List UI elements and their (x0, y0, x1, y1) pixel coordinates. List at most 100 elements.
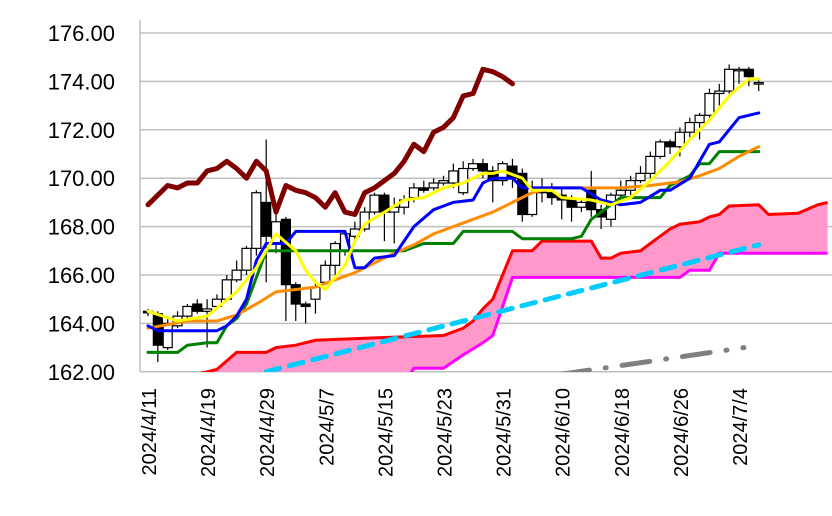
candle-body-up (635, 172, 646, 182)
x-tick-label: 2024/6/18 (612, 388, 634, 477)
y-tick-label: 166.00 (48, 263, 115, 288)
candle (428, 178, 439, 191)
candle (261, 139, 272, 283)
candle-body-up (162, 322, 173, 349)
candle (438, 175, 449, 186)
ma-short-line (146, 77, 761, 323)
candle (379, 192, 390, 242)
candle (330, 241, 341, 275)
trendlines (263, 242, 762, 372)
candle-body-down (261, 201, 272, 237)
y-tick-label: 164.00 (48, 311, 115, 336)
candle (369, 192, 380, 215)
candle-body-up (448, 170, 459, 184)
candle (231, 260, 242, 283)
y-tick-label: 172.00 (48, 118, 115, 143)
candle-body-up (251, 192, 262, 249)
y-tick-label: 176.00 (48, 21, 115, 46)
candle-body-up (428, 182, 439, 189)
candle-body-down (664, 141, 676, 148)
candle (605, 192, 617, 227)
candle (743, 66, 754, 87)
candle (399, 195, 410, 215)
candle (724, 64, 735, 94)
candle (467, 158, 479, 171)
candle (300, 301, 311, 324)
candle-body-up (330, 242, 341, 266)
candle (714, 83, 725, 106)
candle-body-up (202, 308, 213, 312)
candle (704, 88, 715, 118)
candle-body-up (231, 269, 242, 281)
candle-body-down (743, 68, 754, 78)
candle (192, 299, 203, 314)
x-tick-label: 2024/4/19 (198, 388, 220, 477)
candle-body-down (487, 170, 498, 182)
candle-body-up (241, 247, 252, 271)
candle-body-up (655, 141, 666, 158)
x-tick-label: 2024/4/11 (139, 388, 161, 476)
tenkan-line (146, 111, 761, 333)
candle-body-up (615, 189, 626, 196)
candle-body-up (714, 90, 725, 95)
x-tick-label: 2024/4/29 (257, 388, 279, 477)
candle (645, 151, 656, 179)
support-trend-line (263, 242, 762, 372)
candle-body-up (694, 114, 705, 124)
indicator-lines (145, 66, 761, 354)
x-tick-label: 2024/5/23 (435, 388, 457, 477)
candle-body-down (300, 303, 311, 308)
ichimoku-cloud (199, 200, 828, 372)
candle (241, 245, 252, 275)
candle (576, 199, 587, 213)
senkou-span-a-line (199, 200, 828, 372)
candle (733, 66, 745, 84)
candle-body-up (438, 180, 449, 184)
candle (182, 304, 193, 319)
candle-body-up (733, 68, 745, 72)
candle (684, 117, 695, 138)
candle (280, 216, 291, 321)
candle-body-down (566, 199, 577, 208)
candle-body-down (290, 284, 301, 305)
candle-body-down (192, 303, 203, 312)
candle (753, 80, 764, 92)
ma-long-line (146, 145, 761, 330)
candle-body-up (753, 82, 764, 85)
y-tick-label: 162.00 (48, 360, 115, 385)
lower-trend-line (560, 345, 747, 372)
x-tick-label: 2024/7/4 (730, 388, 752, 466)
candle (448, 163, 459, 188)
candle (694, 112, 705, 140)
candle (418, 180, 429, 193)
candle (556, 187, 567, 220)
y-axis: 176.00 174.00 172.00 170.00 168.00 166.00 164.… (48, 21, 115, 385)
candle (152, 311, 163, 363)
candle-body-up (674, 131, 686, 148)
y-tick-label: 170.00 (48, 166, 115, 191)
candle (202, 299, 213, 348)
candle-body-up (684, 121, 695, 133)
candle-body-up (182, 305, 193, 317)
x-axis: 2024/4/11 2024/4/19 2024/4/29 2024/5/7 2024/… (139, 388, 752, 477)
x-tick-label: 2024/6/26 (671, 388, 693, 477)
x-tick-label: 2024/5/7 (316, 388, 338, 466)
candle-body-up (408, 187, 420, 199)
candle (635, 166, 646, 184)
candle-body-up (645, 155, 656, 174)
candle-body-up (576, 201, 587, 208)
candle (251, 190, 262, 256)
candle (458, 161, 469, 196)
cloud-fill (206, 202, 828, 372)
senkou-span-b-line (409, 251, 828, 372)
x-tick-label: 2024/5/31 (494, 388, 516, 477)
candle-body-down (477, 163, 488, 172)
candle (162, 316, 173, 351)
plot-area (142, 64, 828, 372)
y-tick-label: 174.00 (48, 69, 115, 94)
x-tick-label: 2024/5/15 (375, 388, 397, 477)
candle (664, 139, 676, 154)
candle (655, 139, 666, 159)
candle-body-up (369, 194, 380, 213)
